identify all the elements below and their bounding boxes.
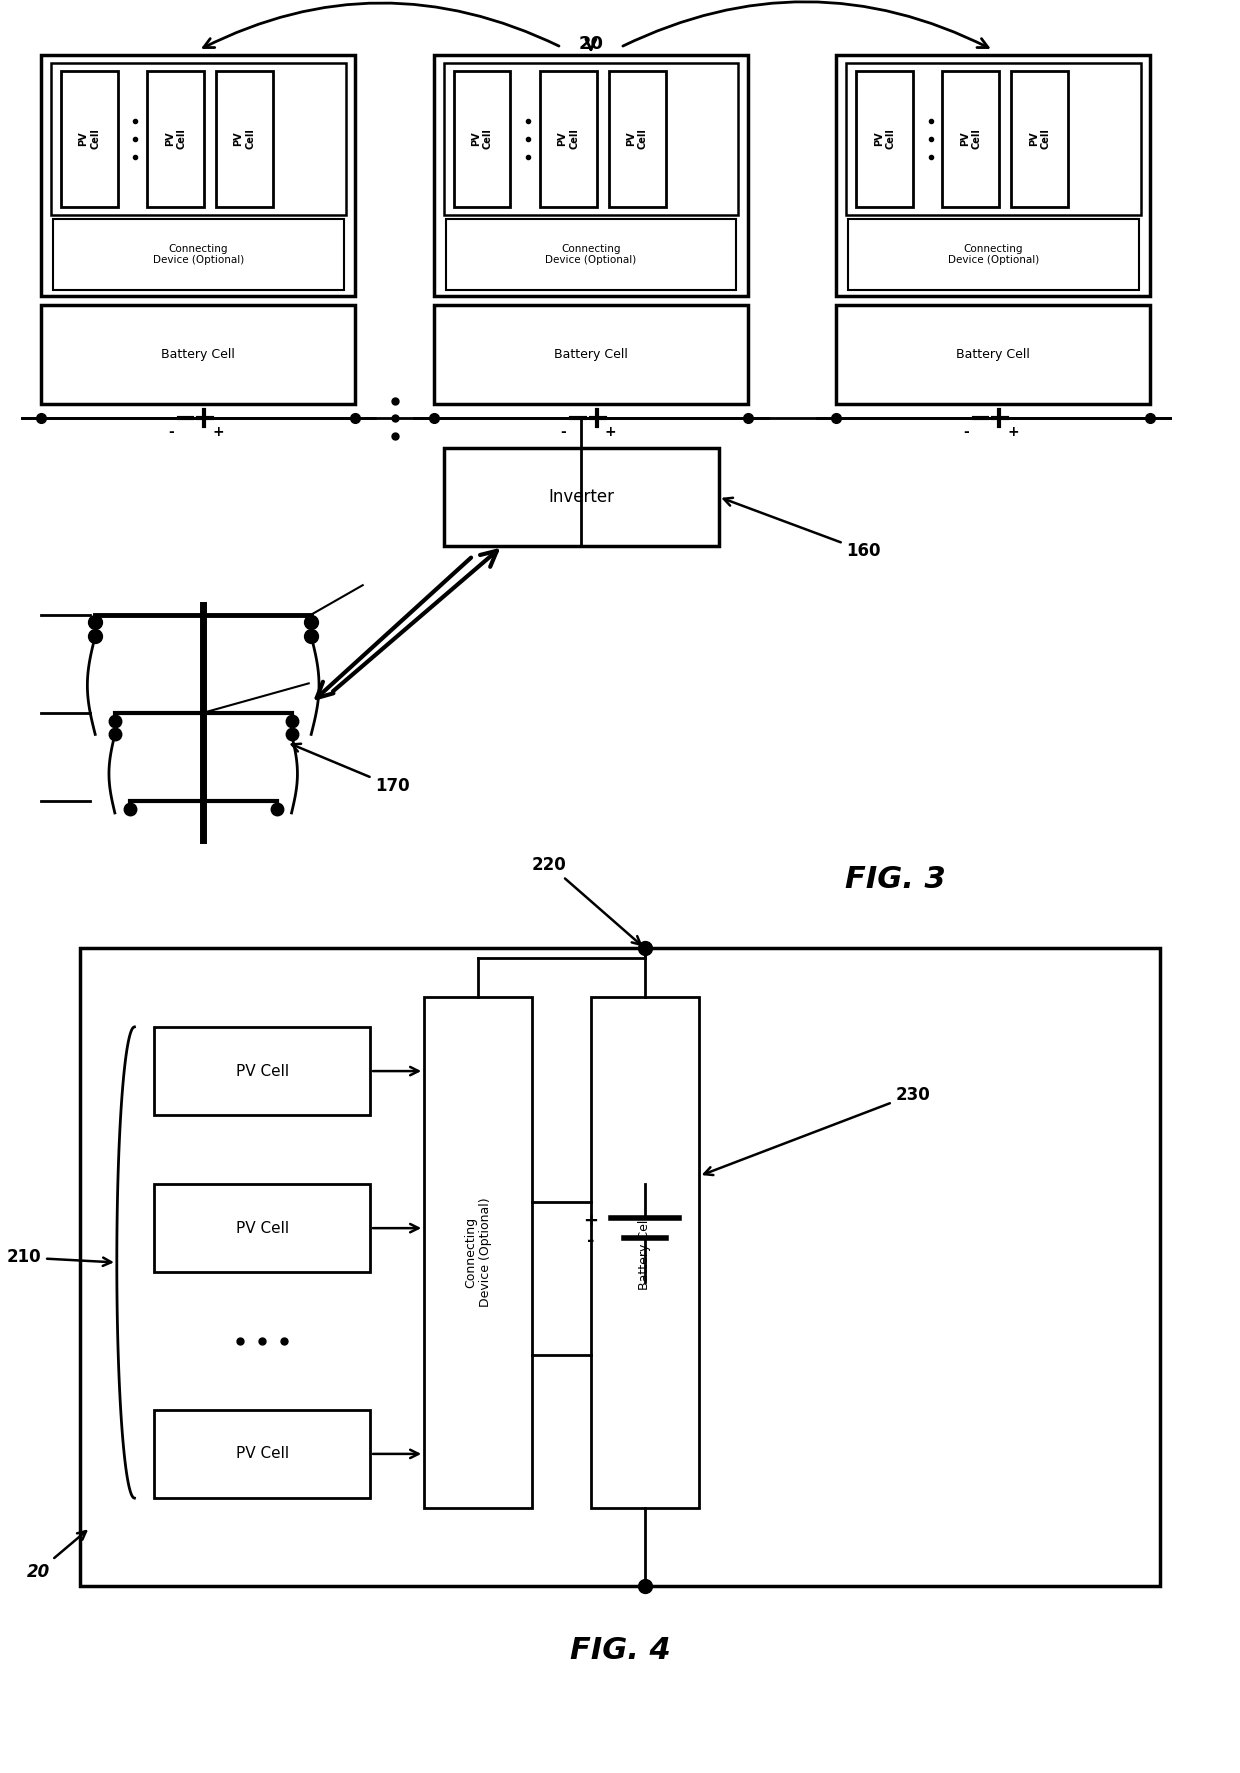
Bar bbox=[154, 1410, 370, 1498]
Bar bbox=[942, 71, 999, 207]
Text: Battery Cell: Battery Cell bbox=[639, 1216, 651, 1289]
Text: PV Cell: PV Cell bbox=[236, 1447, 289, 1461]
Text: 20: 20 bbox=[578, 35, 604, 53]
Text: FIG. 4: FIG. 4 bbox=[570, 1636, 671, 1665]
Text: PV
Cell: PV Cell bbox=[626, 129, 647, 149]
Text: 210: 210 bbox=[7, 1248, 112, 1266]
Text: 220: 220 bbox=[532, 856, 641, 945]
Text: Battery Cell: Battery Cell bbox=[956, 348, 1030, 362]
Bar bbox=[856, 71, 913, 207]
Text: 20: 20 bbox=[26, 1532, 86, 1580]
Text: PV Cell: PV Cell bbox=[236, 1220, 289, 1236]
Bar bbox=[609, 71, 666, 207]
Bar bbox=[154, 1027, 370, 1115]
Text: Inverter: Inverter bbox=[548, 488, 614, 505]
Text: Connecting
Device (Optional): Connecting Device (Optional) bbox=[464, 1199, 492, 1307]
Text: FIG. 3: FIG. 3 bbox=[844, 865, 946, 894]
Text: Connecting
Device (Optional): Connecting Device (Optional) bbox=[947, 243, 1039, 266]
Bar bbox=[434, 55, 748, 296]
Bar bbox=[836, 305, 1151, 404]
Text: 230: 230 bbox=[704, 1085, 930, 1175]
Bar bbox=[454, 71, 511, 207]
Bar bbox=[836, 55, 1151, 296]
Bar bbox=[444, 64, 738, 215]
Bar bbox=[848, 220, 1138, 289]
Text: 170: 170 bbox=[291, 743, 409, 796]
Text: +: + bbox=[212, 426, 223, 440]
Text: +: + bbox=[584, 1213, 599, 1230]
Text: PV
Cell: PV Cell bbox=[78, 129, 100, 149]
Text: -: - bbox=[588, 1232, 595, 1250]
Bar bbox=[846, 64, 1141, 215]
Bar bbox=[434, 305, 748, 404]
Bar bbox=[41, 305, 356, 404]
Bar bbox=[591, 998, 699, 1507]
Bar bbox=[216, 71, 273, 207]
Bar bbox=[444, 449, 718, 546]
Text: PV
Cell: PV Cell bbox=[233, 129, 255, 149]
Bar bbox=[154, 1184, 370, 1273]
Bar bbox=[445, 220, 737, 289]
Text: Connecting
Device (Optional): Connecting Device (Optional) bbox=[153, 243, 244, 266]
Text: -: - bbox=[167, 426, 174, 440]
Text: PV
Cell: PV Cell bbox=[471, 129, 492, 149]
Text: 160: 160 bbox=[724, 498, 880, 560]
Text: -: - bbox=[963, 426, 968, 440]
Bar bbox=[41, 55, 356, 296]
Text: PV Cell: PV Cell bbox=[236, 1064, 289, 1078]
Text: +: + bbox=[1007, 426, 1019, 440]
Bar bbox=[51, 64, 346, 215]
Text: +: + bbox=[605, 426, 616, 440]
Bar bbox=[81, 949, 1161, 1587]
Text: Battery Cell: Battery Cell bbox=[161, 348, 236, 362]
Bar bbox=[424, 998, 532, 1507]
Text: PV
Cell: PV Cell bbox=[1029, 129, 1050, 149]
Bar bbox=[53, 220, 343, 289]
Bar bbox=[148, 71, 205, 207]
Text: Battery Cell: Battery Cell bbox=[554, 348, 627, 362]
Bar bbox=[61, 71, 118, 207]
Text: PV
Cell: PV Cell bbox=[960, 129, 982, 149]
Bar bbox=[539, 71, 596, 207]
Text: -: - bbox=[560, 426, 567, 440]
Text: PV
Cell: PV Cell bbox=[165, 129, 186, 149]
Text: Connecting
Device (Optional): Connecting Device (Optional) bbox=[546, 243, 636, 266]
Text: PV
Cell: PV Cell bbox=[874, 129, 895, 149]
Bar bbox=[1011, 71, 1068, 207]
Text: PV
Cell: PV Cell bbox=[558, 129, 579, 149]
